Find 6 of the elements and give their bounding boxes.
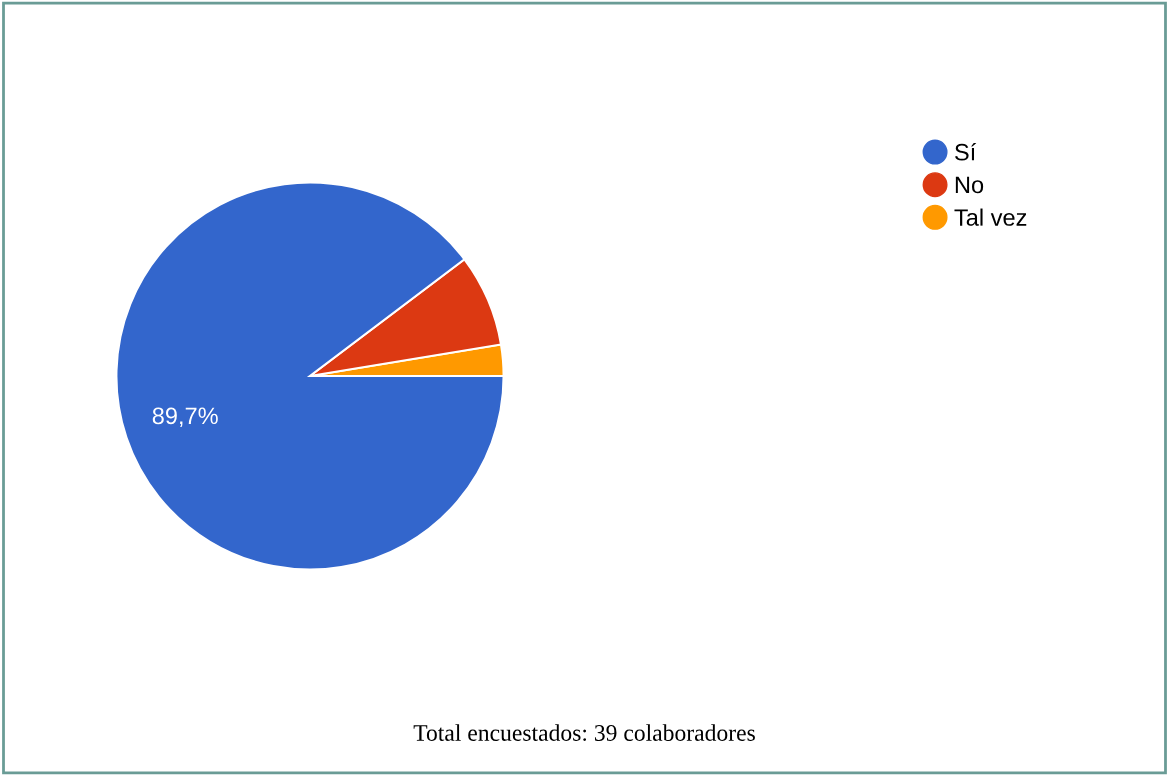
text: Total encuestados: 39 colaboradores xyxy=(413,724,755,742)
pie-slice xyxy=(115,181,505,571)
data-label: 89,7% xyxy=(152,407,218,427)
legend-label: Tal vez xyxy=(954,208,1027,226)
legend-label: Sí xyxy=(955,142,977,161)
legend-label: No xyxy=(955,176,984,194)
